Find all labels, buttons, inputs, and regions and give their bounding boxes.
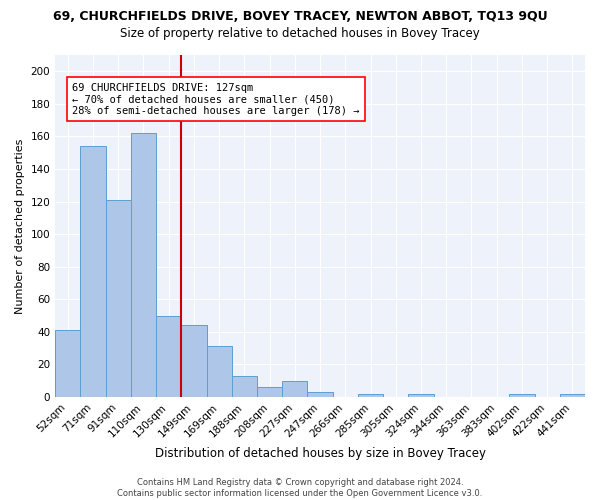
Bar <box>131 133 156 397</box>
Bar <box>232 376 257 397</box>
Text: Contains HM Land Registry data © Crown copyright and database right 2024.
Contai: Contains HM Land Registry data © Crown c… <box>118 478 482 498</box>
Bar <box>282 380 307 397</box>
Bar <box>560 394 585 397</box>
Y-axis label: Number of detached properties: Number of detached properties <box>15 138 25 314</box>
Bar <box>206 346 232 397</box>
Bar <box>509 394 535 397</box>
Bar <box>409 394 434 397</box>
Bar <box>358 394 383 397</box>
X-axis label: Distribution of detached houses by size in Bovey Tracey: Distribution of detached houses by size … <box>155 447 485 460</box>
Bar <box>181 326 206 397</box>
Bar <box>55 330 80 397</box>
Bar <box>257 387 282 397</box>
Bar <box>80 146 106 397</box>
Bar <box>106 200 131 397</box>
Text: 69, CHURCHFIELDS DRIVE, BOVEY TRACEY, NEWTON ABBOT, TQ13 9QU: 69, CHURCHFIELDS DRIVE, BOVEY TRACEY, NE… <box>53 10 547 23</box>
Bar <box>307 392 332 397</box>
Text: 69 CHURCHFIELDS DRIVE: 127sqm
← 70% of detached houses are smaller (450)
28% of : 69 CHURCHFIELDS DRIVE: 127sqm ← 70% of d… <box>73 82 360 116</box>
Text: Size of property relative to detached houses in Bovey Tracey: Size of property relative to detached ho… <box>120 28 480 40</box>
Bar <box>156 316 181 397</box>
